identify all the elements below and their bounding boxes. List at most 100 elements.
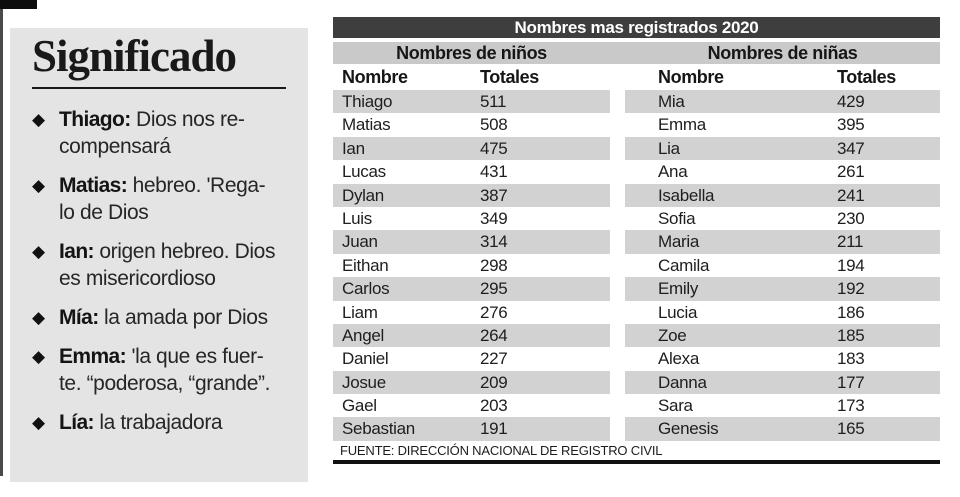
meaning-item: ◆ Mía: la amada por Dios [32,304,296,331]
meaning-name: Thiago: [59,108,131,131]
total-cell: 227 [480,349,508,369]
total-cell: 295 [480,279,508,299]
name-cell: Thiago [342,92,393,111]
name-cell: Ana [658,162,688,182]
total-cell: 429 [837,92,865,111]
table-row: Emma 395 [625,113,940,136]
total-cell: 230 [837,208,865,228]
name-cell: Eithan [342,255,389,275]
total-cell: 191 [480,419,508,439]
name-cell: Mia [658,92,685,111]
total-cell: 387 [480,185,508,205]
name-cell: Luis [342,208,372,228]
table-row: Josue 209 [333,370,610,395]
meaning-name: Matias: [59,174,128,197]
names-table: Nombres mas registrados 2020 Nombres de … [333,17,940,464]
top-left-black-bar [0,0,37,9]
table-row: Gael 203 [333,394,610,417]
meaning-name: Emma: [59,345,127,368]
name-cell: Zoe [658,325,687,345]
name-cell: Alexa [658,349,700,369]
group-label-boys: Nombres de niños [396,43,547,63]
total-cell: 241 [837,185,865,205]
total-cell: 349 [480,208,508,228]
meaning-item: ◆ Ian: origen hebreo. Dios es misericordi… [32,238,296,292]
table-row: Lucia 186 [625,301,940,324]
name-cell: Matias [342,115,391,135]
total-cell: 177 [837,372,865,392]
name-cell: Gael [342,396,377,416]
table-body: Thiago 511 Matias 508 Ian 475 Lucas 431 Dylan 387… [333,90,940,441]
diamond-bullet-icon: ◆ [32,347,45,366]
table-row: Danna 177 [625,370,940,395]
name-cell: Emily [658,279,699,299]
name-cell: Daniel [342,349,389,369]
table-row: Isabella 241 [625,183,940,207]
table-row: Eithan 298 [333,254,610,277]
diamond-bullet-icon: ◆ [32,176,45,195]
name-cell: Liam [342,302,378,322]
total-cell: 475 [480,138,508,158]
total-cell: 194 [837,255,865,275]
total-cell: 211 [837,232,864,252]
total-cell: 192 [837,279,865,299]
table-bottom-rule [333,459,940,464]
total-cell: 173 [837,396,865,416]
table-row: Maria 211 [625,230,940,254]
name-cell: Danna [658,372,707,392]
table-row: Ana 261 [625,160,940,183]
column-header-name: Nombre [658,67,724,87]
name-cell: Emma [658,115,706,135]
table-row: Sara 173 [625,394,940,417]
total-cell: 395 [837,115,865,135]
meaning-name: Lía: [59,411,95,434]
total-cell: 431 [480,162,508,182]
total-cell: 186 [837,302,865,322]
name-cell: Juan [342,232,378,252]
table-row: Angel 264 [333,323,610,348]
panel-title: Significado [32,31,237,81]
significado-panel: Significado ◆ Thiago: Dios nos re- compen… [10,28,308,482]
table-row: Mia 429 [625,90,940,114]
name-cell: Genesis [658,419,719,439]
column-header-totals: Totales [837,67,896,87]
meaning-description: origen hebreo. Dios es misericordioso [59,240,276,290]
table-row: Genesis 165 [625,417,940,441]
meaning-item: ◆ Thiago: Dios nos re- compensará [32,106,296,160]
total-cell: 185 [837,325,865,345]
diamond-bullet-icon: ◆ [32,413,45,432]
total-cell: 183 [837,349,865,369]
total-cell: 314 [480,232,508,252]
table-row: Alexa 183 [625,347,940,370]
name-cell: Maria [658,232,700,252]
table-row: Dylan 387 [333,183,610,207]
column-header-row: Nombre Totales Nombre Totales [333,64,940,90]
table-row: Daniel 227 [333,347,610,370]
meaning-description: Dios nos re- compensará [59,108,245,158]
name-cell: Lucia [658,302,698,322]
table-row: Zoe 185 [625,323,940,348]
meaning-name: Ian: [59,240,95,263]
meaning-description: la trabajadora [93,411,223,434]
diamond-bullet-icon: ◆ [32,110,45,129]
meaning-list: ◆ Thiago: Dios nos re- compensará ◆ Matias:… [32,106,296,436]
meaning-item: ◆ Matias: hebreo. 'Rega- lo de Dios [32,172,296,226]
meaning-name: Mía: [59,306,99,329]
table-row: Camila 194 [625,254,940,277]
total-cell: 264 [480,325,508,345]
column-header-name: Nombre [342,67,408,87]
column-headers-girls: Nombre Totales [625,64,940,90]
name-cell: Carlos [342,279,390,299]
group-label-girls: Nombres de niñas [707,43,858,63]
table-row: Carlos 295 [333,277,610,301]
total-cell: 298 [480,255,508,275]
name-cell: Sofia [658,208,696,228]
table-row: Juan 314 [333,230,610,254]
meaning-description: la amada por Dios [98,306,268,329]
table-source: FUENTE: DIRECCIÓN NACIONAL DE REGISTRO C… [340,442,663,458]
name-cell: Sara [658,396,693,416]
table-row: Lia 347 [625,136,940,161]
rows-girls: Mia 429 Emma 395 Lia 347 Ana 261 Isabella 241 Sofi… [625,90,940,441]
table-row: Lucas 431 [333,160,610,183]
